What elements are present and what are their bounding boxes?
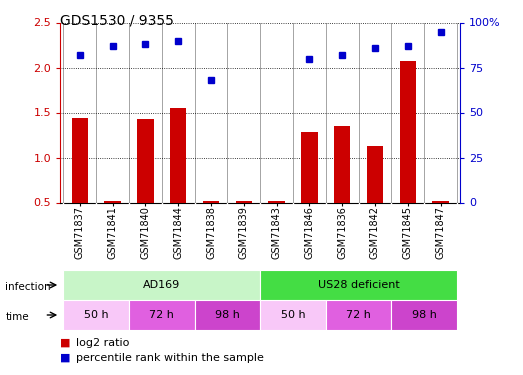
Bar	[367, 146, 383, 202]
Text: GSM71838: GSM71838	[206, 206, 216, 259]
Text: ■: ■	[60, 338, 71, 348]
Bar	[129, 300, 195, 330]
Text: GSM71846: GSM71846	[304, 206, 314, 259]
Bar	[72, 118, 88, 202]
Bar	[260, 270, 457, 300]
Text: 72 h: 72 h	[150, 310, 174, 320]
Text: percentile rank within the sample: percentile rank within the sample	[76, 353, 264, 363]
Bar	[137, 119, 154, 202]
Bar	[63, 270, 260, 300]
Bar	[334, 126, 350, 202]
Bar	[63, 300, 129, 330]
Text: 98 h: 98 h	[215, 310, 240, 320]
Bar	[268, 201, 285, 202]
Text: GSM71844: GSM71844	[173, 206, 183, 259]
Text: GSM71843: GSM71843	[271, 206, 281, 259]
Text: GSM71841: GSM71841	[108, 206, 118, 259]
Text: AD169: AD169	[143, 280, 180, 290]
Bar	[326, 300, 391, 330]
Text: 72 h: 72 h	[346, 310, 371, 320]
Text: 50 h: 50 h	[84, 310, 109, 320]
Bar	[301, 132, 317, 202]
Bar	[203, 201, 219, 202]
Text: GSM71839: GSM71839	[239, 206, 249, 259]
Text: GSM71840: GSM71840	[140, 206, 151, 259]
Bar	[400, 61, 416, 202]
Text: GSM71842: GSM71842	[370, 206, 380, 259]
Text: GSM71847: GSM71847	[436, 206, 446, 259]
Text: time: time	[5, 312, 29, 322]
Text: ■: ■	[60, 353, 71, 363]
Bar	[170, 108, 186, 202]
Bar	[391, 300, 457, 330]
Bar	[105, 201, 121, 202]
Text: GSM71836: GSM71836	[337, 206, 347, 259]
Text: US28 deficient: US28 deficient	[317, 280, 400, 290]
Text: GDS1530 / 9355: GDS1530 / 9355	[60, 13, 174, 27]
Bar	[235, 201, 252, 202]
Text: infection: infection	[5, 282, 51, 292]
Text: 50 h: 50 h	[281, 310, 305, 320]
Bar	[433, 201, 449, 202]
Text: GSM71845: GSM71845	[403, 206, 413, 259]
Bar	[195, 300, 260, 330]
Text: 98 h: 98 h	[412, 310, 437, 320]
Text: GSM71837: GSM71837	[75, 206, 85, 259]
Text: log2 ratio: log2 ratio	[76, 338, 129, 348]
Bar	[260, 300, 326, 330]
